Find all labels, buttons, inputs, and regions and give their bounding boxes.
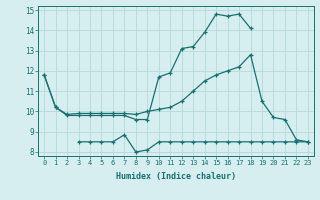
- X-axis label: Humidex (Indice chaleur): Humidex (Indice chaleur): [116, 172, 236, 181]
